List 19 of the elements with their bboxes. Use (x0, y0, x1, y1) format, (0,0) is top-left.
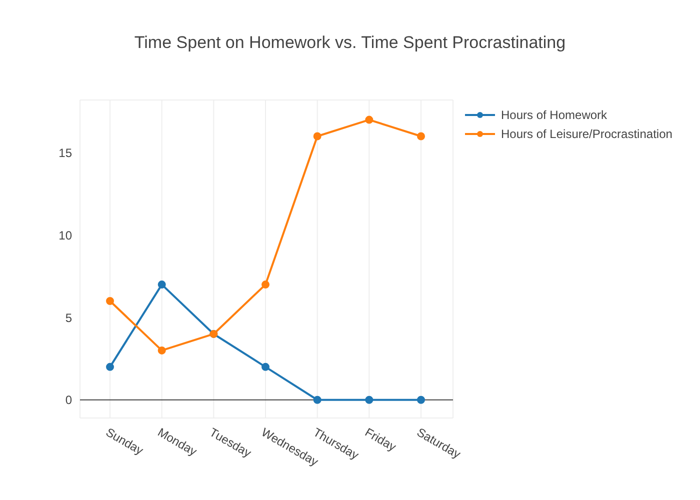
point (365, 116, 374, 124)
legend-label: Hours of Leisure/Procrastination (501, 126, 672, 140)
y-tick-label: 5 (65, 310, 72, 325)
point (262, 362, 270, 371)
point (365, 396, 374, 404)
point (313, 132, 322, 140)
point (158, 280, 166, 289)
point (106, 362, 114, 371)
point (262, 280, 270, 289)
chart-title: Time Spent on Homework vs. Time Spent Procrastinating (133, 33, 567, 53)
y-tick-label: 0 (65, 393, 72, 408)
point (417, 132, 425, 140)
point (313, 396, 322, 404)
point (106, 297, 114, 306)
y-tick-label: 15 (58, 146, 72, 160)
y-tick-label: 10 (58, 228, 72, 242)
point (158, 346, 166, 354)
legend-label: Hours of Homework (501, 108, 608, 122)
point (417, 396, 425, 404)
